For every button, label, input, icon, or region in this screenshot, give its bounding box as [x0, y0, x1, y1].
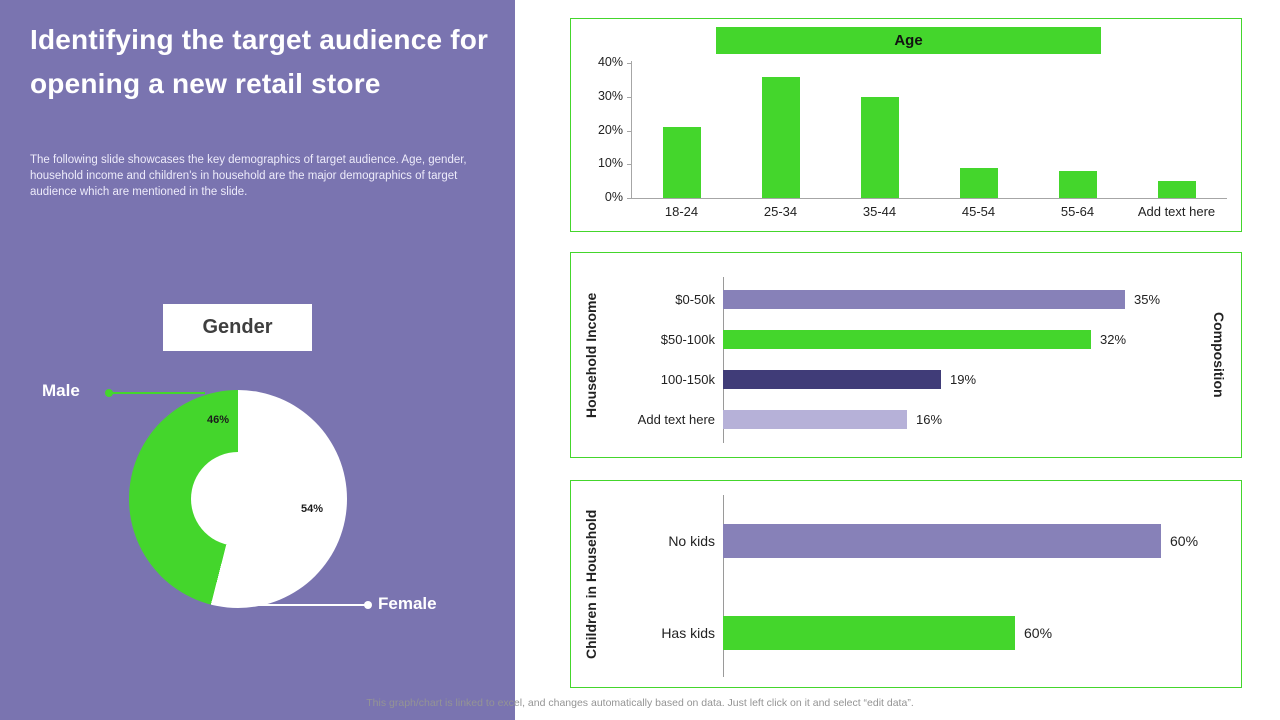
age-x-label-45-54: 45-54 — [961, 204, 996, 219]
age-y-tickmark — [627, 96, 631, 98]
female-leader-dot — [364, 601, 372, 609]
age-bar-55-64 — [1058, 171, 1097, 198]
children-value-label-no-kids: 60% — [1170, 533, 1199, 549]
age-y-tickmark — [627, 198, 631, 199]
age-x-label-18-24: 18-24 — [664, 204, 699, 219]
household-income-chart[interactable]: Household Income $0-50k 35% $50-100k 32% 100… — [570, 252, 1242, 458]
age-bar-25-34 — [761, 76, 800, 198]
income-row-50-100k: $50-100k 32% — [611, 319, 1160, 359]
income-rows: $0-50k 35% $50-100k 32% 100-150k 19% Add text … — [611, 279, 1160, 439]
gender-donut-chart[interactable] — [129, 390, 347, 608]
gender-chart-title: Gender — [163, 304, 312, 351]
income-category-label-100-150k: 100-150k — [660, 371, 715, 387]
children-bar-has-kids — [723, 616, 1015, 650]
age-y-tick-0: 0% — [604, 190, 623, 204]
composition-axis-title: Composition — [1211, 312, 1227, 398]
age-bar-add-text-here — [1157, 181, 1196, 198]
age-x-label-55-64: 55-64 — [1060, 204, 1095, 219]
female-leader-line — [258, 604, 366, 606]
income-row-0-50k: $0-50k 35% — [611, 279, 1160, 319]
age-column-25-34 — [731, 76, 830, 198]
age-bar-chart[interactable]: Age 18-24 25-34 35-44 45-54 55-64 Add text he… — [570, 18, 1242, 232]
children-in-household-chart[interactable]: Children in Household No kids 60% Has kids… — [570, 480, 1242, 688]
income-row-add-text-here: Add text here 16% — [611, 399, 1160, 439]
children-category-label-no-kids: No kids — [668, 533, 715, 549]
male-leader-dot — [105, 389, 113, 397]
edit-data-note: This graph/chart is linked to excel, and… — [366, 697, 914, 709]
children-axis-title: Children in Household — [583, 509, 599, 659]
age-column-18-24 — [632, 127, 731, 198]
male-percentage-label: 46% — [207, 414, 230, 426]
age-y-tick-40: 40% — [597, 55, 623, 69]
age-y-tickmark — [627, 63, 631, 64]
male-legend-label: Male — [42, 381, 80, 400]
children-rows: No kids 60% Has kids 60% — [611, 495, 1198, 679]
female-legend-label: Female — [378, 594, 437, 613]
income-bar-0-50k — [723, 289, 1125, 309]
age-column-45-54 — [929, 167, 1028, 198]
age-chart-title-banner: Age — [716, 27, 1101, 54]
age-column-35-44 — [830, 96, 929, 198]
left-panel: Identifying the target audience for open… — [0, 0, 515, 720]
gender-chart-title-label: Gender — [202, 316, 273, 338]
income-bar-100-150k — [723, 369, 941, 389]
age-x-label-add-text-here: Add text here — [1137, 204, 1216, 219]
children-row-has-kids: Has kids 60% — [611, 587, 1198, 679]
income-row-100-150k: 100-150k 19% — [611, 359, 1160, 399]
page-title: Identifying the target audience for open… — [30, 24, 489, 99]
age-y-tick-30: 30% — [597, 88, 623, 103]
income-axis-line — [723, 277, 724, 443]
income-axis-title: Household Income — [583, 292, 599, 418]
age-y-tick-10: 10% — [597, 156, 623, 171]
income-value-label-100-150k: 19% — [950, 371, 977, 387]
slide-subtitle: The following slide showcases the key de… — [30, 154, 467, 198]
age-bar-45-54 — [959, 167, 998, 198]
age-bar-35-44 — [860, 96, 899, 198]
children-axis-line — [723, 495, 724, 677]
age-y-axis-line — [631, 61, 632, 199]
female-percentage-label: 54% — [301, 503, 324, 515]
age-y-tickmark — [627, 164, 631, 166]
income-category-label-0-50k: $0-50k — [675, 291, 715, 307]
children-bar-no-kids — [723, 524, 1161, 558]
age-x-label-25-34: 25-34 — [763, 204, 798, 219]
age-x-label-35-44: 35-44 — [862, 204, 897, 219]
children-value-label-has-kids: 60% — [1024, 625, 1053, 641]
income-value-label-add-text-here: 16% — [916, 411, 943, 427]
income-category-label-add-text-here: Add text here — [637, 411, 715, 427]
age-y-tick-20: 20% — [597, 122, 623, 137]
age-bars — [632, 63, 1226, 198]
age-column-add-text-here — [1127, 181, 1226, 198]
children-category-label-has-kids: Has kids — [661, 625, 715, 641]
age-bar-18-24 — [662, 127, 701, 198]
income-value-label-50-100k: 32% — [1100, 331, 1127, 347]
income-category-label-50-100k: $50-100k — [660, 331, 715, 347]
income-bar-add-text-here — [723, 409, 907, 429]
male-leader-line — [111, 392, 205, 394]
age-x-labels: 18-24 25-34 35-44 45-54 55-64 Add text here — [632, 204, 1226, 219]
age-chart-title: Age — [894, 32, 923, 49]
age-x-axis-line — [627, 198, 1227, 199]
age-column-55-64 — [1028, 171, 1127, 198]
age-y-tickmark — [627, 130, 631, 132]
income-value-label-0-50k: 35% — [1134, 291, 1161, 307]
income-bar-50-100k — [723, 329, 1091, 349]
children-row-no-kids: No kids 60% — [611, 495, 1198, 587]
